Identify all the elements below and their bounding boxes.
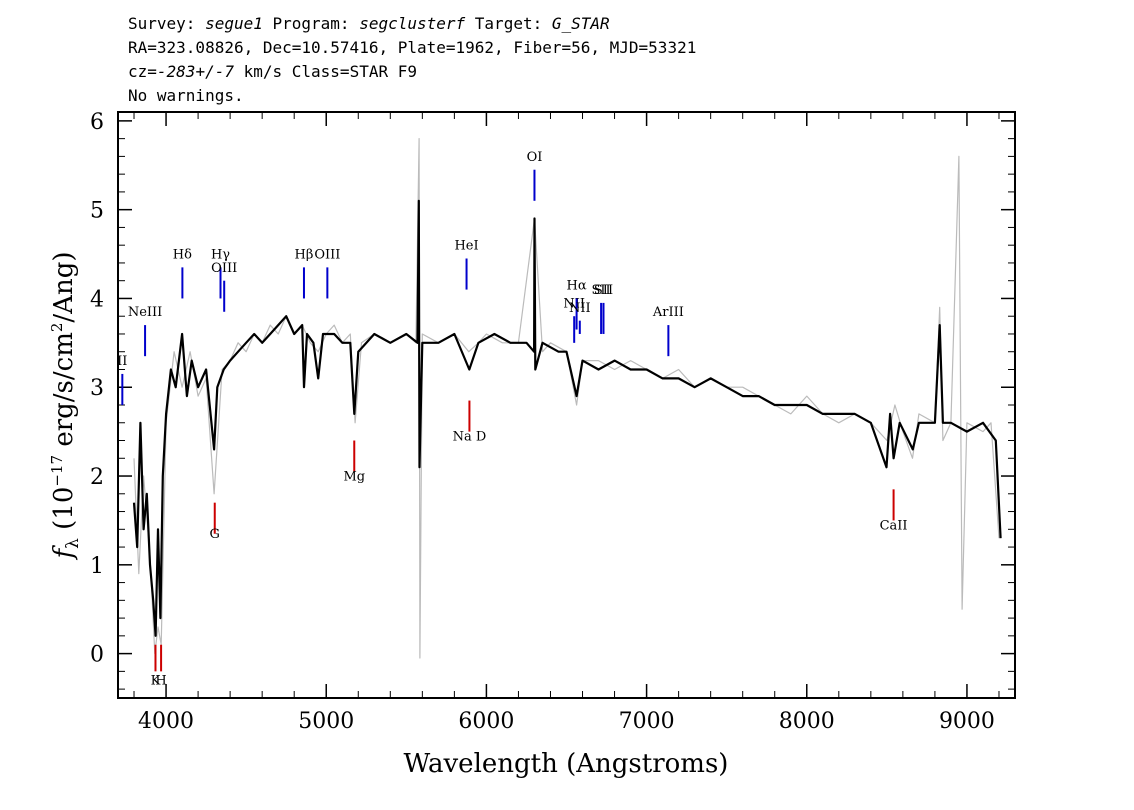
x-tick-label: 4000 [138,709,194,734]
emission-line-label: Hα [567,279,587,294]
raw-flux-series [133,138,1000,659]
y-axis-title: fλ (10−17 erg/s/cm2/Ang) [48,252,83,561]
emission-line-label: SII [592,283,611,298]
absorption-line-label: G [210,527,220,542]
emission-line-label: NeIII [128,305,162,320]
y-tick-label: 0 [90,643,104,668]
absorption-line-label: H [155,674,166,689]
target-value: G_STAR [551,14,610,33]
survey-value: segue1 [205,14,263,33]
axis-ticks: 4000 5000 6000 7000 8000 9000 0 1 2 3 4 5 6 [90,110,1015,734]
y-tick-label: 2 [90,465,104,490]
emission-line-label: NII [563,296,585,311]
header-line-1: Survey: segue1 Program: segclusterf Targ… [128,14,610,34]
y-tick-label: 1 [90,554,104,579]
emission-line-label: NII [569,301,591,316]
cz-value: -283+/-7 [156,62,234,81]
header-line-2: RA=323.08826, Dec=10.57416, Plate=1962, … [128,38,697,57]
plot-frame [117,111,1016,699]
x-tick-label: 9000 [939,709,995,734]
emission-line-label: Hβ [295,248,314,263]
smoothed-flux-line [132,199,1002,637]
raw-flux-line [133,138,1000,659]
header-line-4: No warnings. [128,86,244,105]
absorption-line-label: Mg [343,469,365,484]
survey-label: Survey: [128,14,206,33]
emission-line-label: Hδ [173,248,192,263]
y-tick-label: 3 [90,376,104,401]
emission-line-label: SII [594,283,613,298]
absorption-line-label: Na D [453,430,487,445]
emission-line-label: OIII [314,248,340,263]
target-label: Target: [465,14,552,33]
y-tick-label: 4 [90,287,104,312]
y-tick-label: 6 [90,110,104,135]
emission-line-label: OI [527,150,543,165]
absorption-line-label: CaII [880,518,908,533]
class-text: km/s Class=STAR F9 [233,62,417,81]
emission-line-label: HeI [454,239,478,254]
x-tick-label: 6000 [458,709,514,734]
absorption-line-label: K [151,674,161,689]
emission-line-label: ArIII [652,305,684,320]
x-tick-label: 5000 [298,709,354,734]
smoothed-flux-series [132,199,1002,637]
header-line-3: cz=-283+/-7 km/s Class=STAR F9 [128,62,417,82]
cz-label: cz= [128,62,157,81]
program-value: segclusterf [359,14,466,33]
emission-line-label: OIII [211,261,237,276]
x-tick-label: 7000 [619,709,675,734]
x-tick-label: 8000 [779,709,835,734]
emission-line-label: Hγ [211,248,230,263]
x-axis-title: Wavelength (Angstroms) [404,749,729,779]
y-tick-label: 5 [90,199,104,224]
program-label: Program: [262,14,360,33]
emission-line-label: II [117,354,127,369]
